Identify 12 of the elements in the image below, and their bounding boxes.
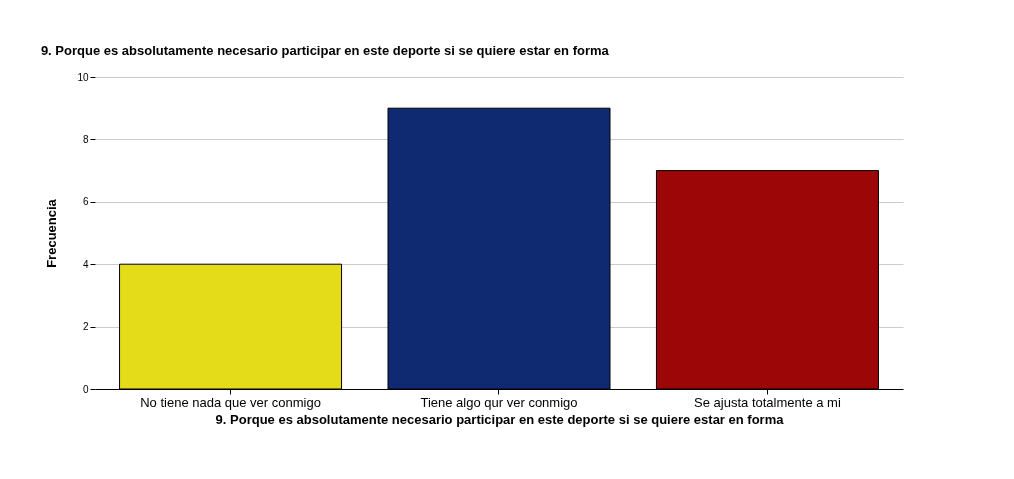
y-tick-label: 10 [77,71,89,83]
y-tick-label: 0 [82,383,89,395]
x-tick-label: Se ajusta totalmente a mi [694,394,841,410]
y-tick-label: 8 [82,133,89,145]
chart-title: 9. Porque es absolutamente necesario participar en este deporte si se quiere estar en forma [40,43,610,58]
y-tick-label: 6 [82,196,89,208]
x-tick-label: Tiene algo qur ver conmigo [420,394,578,410]
y-tick-label: 4 [82,258,89,270]
x-tick-label: No tiene nada que ver conmigo [140,394,321,410]
x-axis-title: 9. Porque es absolutamente necesario participar en este deporte si se quiere estar en forma [215,411,785,427]
y-tick-label: 2 [82,321,89,333]
y-axis-title: Frecuencia [44,198,60,268]
